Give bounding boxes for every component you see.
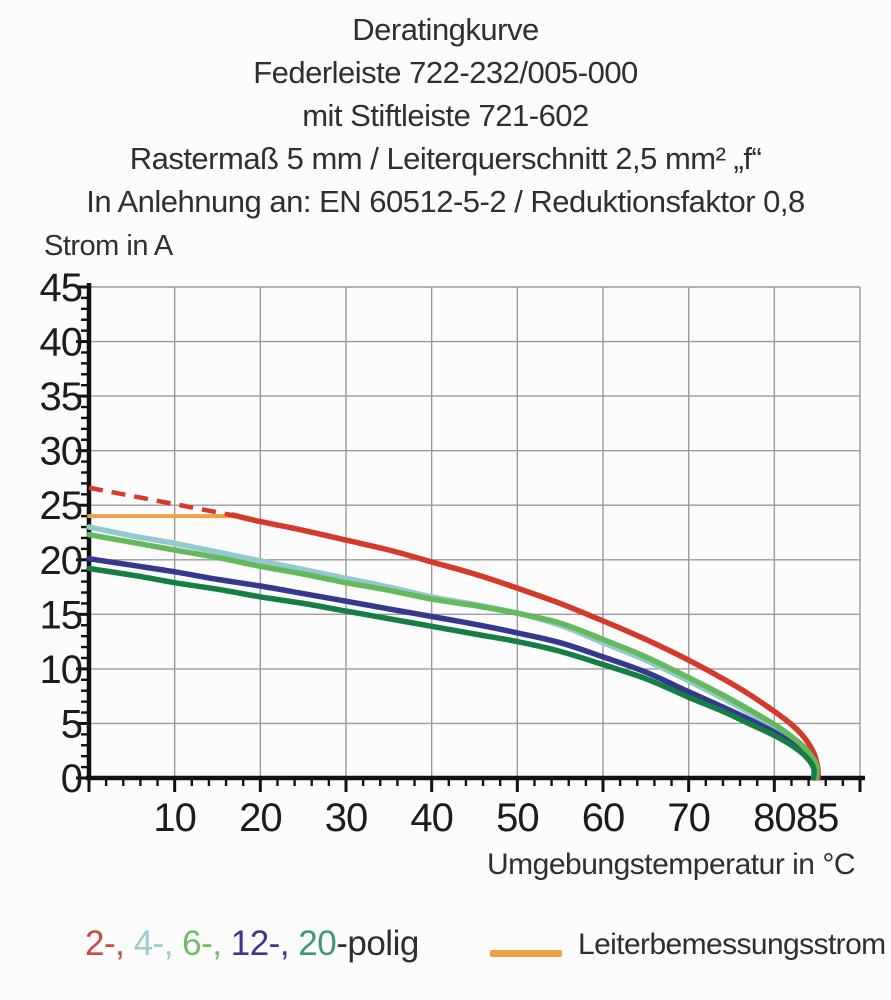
x-tick-label: 20 [239, 796, 282, 840]
y-tick-label: 45 [40, 266, 83, 310]
poles-legend-segment: 6-, [182, 924, 231, 963]
curve-2-polig-extrapolation-dashed- [88, 485, 238, 519]
y-tick-label: 30 [40, 430, 83, 474]
y-tick-label: 5 [61, 702, 82, 746]
rated-current-label: Leiterbemessungsstrom [578, 928, 886, 961]
poles-legend: 2-, 4-, 6-, 12-, 20-polig [85, 924, 419, 964]
rated-current-line-swatch [490, 950, 562, 957]
x-tick-label: 70 [667, 796, 710, 840]
x-tick-label: 50 [496, 796, 539, 840]
curve-2-polig [230, 512, 821, 781]
y-tick-label: 15 [40, 593, 83, 637]
poles-legend-segment: 4-, [133, 924, 183, 963]
chart-title-block: Deratingkurve Federleiste 722-232/005-00… [0, 8, 891, 223]
title-line-1: Deratingkurve [352, 12, 539, 47]
poles-legend-segment: 12-, [230, 924, 299, 963]
x-tick-label: 40 [410, 796, 453, 840]
title-line-5: In Anlehnung an: EN 60512-5-2 / Reduktio… [86, 184, 805, 219]
x-tick-label: 60 [582, 796, 625, 840]
x-tick-label: 10 [153, 796, 196, 840]
x-axis-title: Umgebungstemperatur in °C [486, 848, 856, 881]
x-tick-label: 80 [753, 796, 796, 840]
curve-4-polig [86, 524, 819, 781]
y-tick-label: 40 [40, 321, 83, 365]
poles-legend-segment: 20 [298, 924, 337, 963]
poles-legend-segment: -polig [336, 924, 419, 963]
poles-legend-segment: 2-, [85, 924, 134, 963]
curve-20-polig [86, 565, 817, 781]
y-tick-label: 20 [40, 539, 83, 583]
y-tick-label: 25 [40, 484, 83, 528]
y-tick-label: 0 [61, 757, 82, 801]
y-tick-label: 35 [40, 375, 83, 419]
title-line-4: Rastermaß 5 mm / Leiterquerschnitt 2,5 m… [129, 141, 762, 176]
y-tick-label: 10 [40, 648, 83, 692]
x-tick-label: 85 [796, 796, 839, 840]
x-tick-label: 30 [325, 796, 368, 840]
title-line-2: Federleiste 722-232/005-000 [253, 55, 638, 90]
y-axis-title: Strom in A [44, 230, 173, 262]
title-line-3: mit Stiftleiste 721-602 [302, 98, 589, 133]
curve-6-polig [86, 531, 820, 781]
